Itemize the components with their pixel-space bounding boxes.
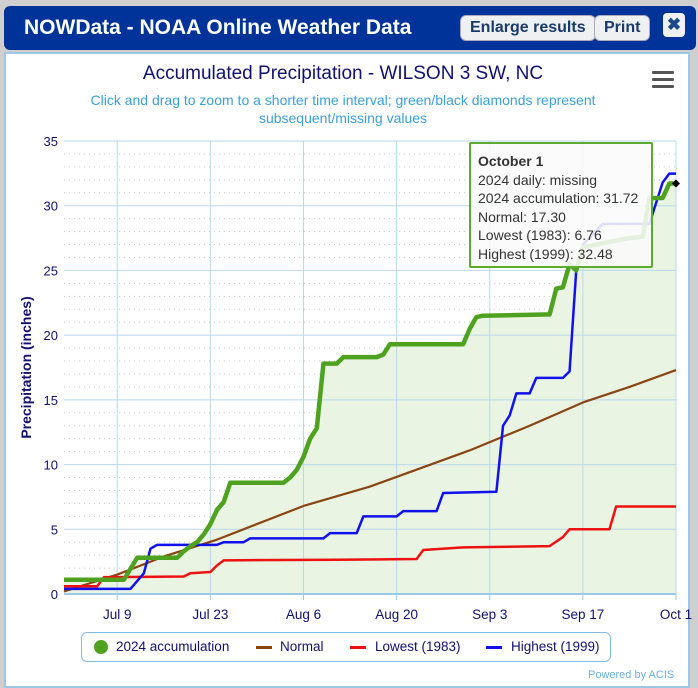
y-tick-label: 20: [44, 328, 58, 343]
window-title: NOWData - NOAA Online Weather Data: [24, 16, 412, 39]
legend-swatch-lowest: [350, 646, 366, 649]
tooltip-line: Normal: 17.30: [478, 208, 566, 225]
legend-item-highest[interactable]: Highest (1999): [511, 639, 600, 654]
area-2024-accumulation: [64, 183, 676, 594]
legend-item-normal[interactable]: Normal: [280, 639, 324, 654]
chart-title: Accumulated Precipitation - WILSON 3 SW,…: [142, 63, 544, 84]
legend-item-lowest[interactable]: Lowest (1983): [375, 639, 461, 654]
legend-dot-2024[interactable]: [94, 640, 108, 654]
y-tick-label: 25: [44, 263, 58, 278]
y-tick-label: 15: [44, 393, 58, 408]
close-icon[interactable]: ✖: [663, 13, 685, 37]
legend: 2024 accumulation Normal Lowest (1983) H…: [81, 632, 611, 662]
chart-subtitle: Click and drag to zoom to a shorter time…: [90, 92, 596, 126]
x-tick-label: Jul 9: [103, 607, 132, 622]
x-tick-label: Oct 1: [660, 607, 692, 622]
x-tick-label: Sep 17: [561, 607, 604, 622]
y-tick-label: 5: [51, 522, 58, 537]
y-tick-label: 30: [44, 199, 58, 214]
tooltip-line: 2024 accumulation: 31.72: [478, 190, 639, 206]
enlarge-results-button[interactable]: Enlarge results: [460, 15, 596, 41]
tooltip-date: October 1: [478, 153, 544, 169]
tooltip: October 1 2024 daily: missing 2024 accum…: [469, 142, 653, 268]
y-tick-label: 35: [44, 134, 58, 149]
y-tick-label: 10: [44, 458, 58, 473]
powered-by-acis-link[interactable]: Powered by ACIS: [588, 669, 675, 681]
legend-swatch-highest: [486, 646, 502, 649]
x-tick-label: Jul 23: [192, 607, 228, 622]
x-tick-label: Aug 20: [375, 607, 418, 622]
hamburger-menu-icon[interactable]: [652, 71, 674, 92]
legend-item-2024[interactable]: 2024 accumulation: [116, 639, 230, 654]
legend-swatch-normal: [256, 646, 272, 649]
print-button[interactable]: Print: [594, 15, 651, 41]
tooltip-line: Highest (1999): 32.48: [478, 245, 613, 262]
tooltip-line: 2024 daily: missing: [478, 171, 598, 188]
missing-value-diamond-marker: [672, 179, 680, 188]
x-tick-label: Aug 6: [286, 607, 321, 622]
series-line-lowest-1983-: [64, 505, 676, 588]
series-line-normal: [63, 369, 677, 593]
y-axis-label: Precipitation (inches): [18, 296, 34, 438]
y-tick-label: 0: [51, 587, 58, 602]
window-header: NOWData - NOAA Online Weather Data Enlar…: [4, 6, 696, 50]
tooltip-line: Lowest (1983): 6.76: [478, 227, 602, 243]
x-tick-label: Sep 3: [472, 607, 507, 622]
